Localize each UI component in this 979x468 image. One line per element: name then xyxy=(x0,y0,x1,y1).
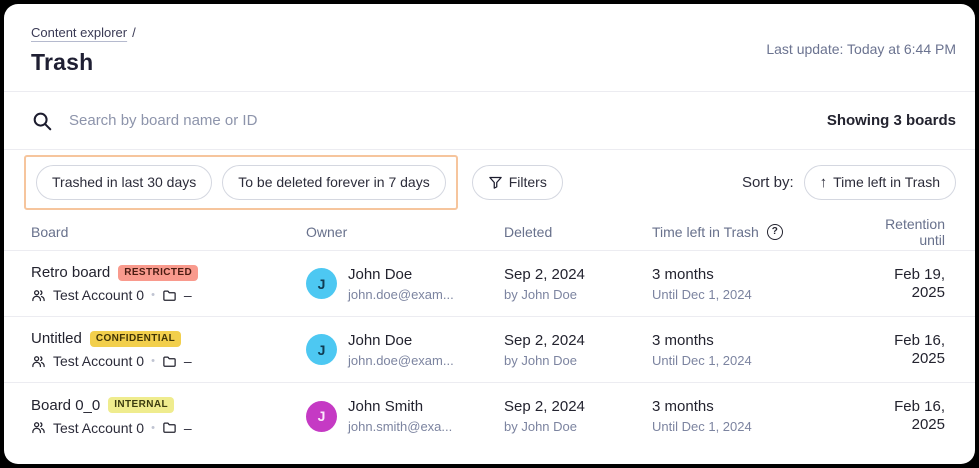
folder-icon xyxy=(163,356,176,367)
deleted-cell: Sep 2, 2024 by John Doe xyxy=(504,332,652,368)
retention-cell: Feb 16, 2025 xyxy=(864,332,975,368)
owner-email: john.doe@exam... xyxy=(348,352,454,368)
header-owner: Owner xyxy=(306,224,348,240)
retention-date: Feb 19, 2025 xyxy=(894,265,945,301)
classification-badge: CONFIDENTIAL xyxy=(89,330,182,347)
owner-cell: J John Doe john.doe@exam... xyxy=(306,266,504,302)
board-name[interactable]: Untitled xyxy=(31,330,82,347)
search-input[interactable] xyxy=(69,112,827,129)
sort-area: Sort by: ↑ Time left in Trash xyxy=(741,164,956,200)
search-icon xyxy=(33,112,52,130)
board-name[interactable]: Board 0_0 xyxy=(31,396,101,414)
breadcrumb-link-content-explorer[interactable]: Content explorer xyxy=(31,25,128,40)
filter-chip-trashed-30-days[interactable]: Trashed in last 30 days xyxy=(36,164,213,200)
retention-date: Feb 16, 2025 xyxy=(894,331,945,367)
avatar: J xyxy=(306,400,337,432)
avatar: J xyxy=(306,334,337,365)
time-left-value: 3 months xyxy=(652,331,714,349)
owner-name: John Doe xyxy=(348,331,413,349)
breadcrumb-separator: / xyxy=(132,25,136,40)
time-left-until: Until Dec 1, 2024 xyxy=(652,352,752,368)
deleted-date: Sep 2, 2024 xyxy=(504,398,585,415)
filters-button-label: Filters xyxy=(508,174,547,190)
retention-cell: Feb 16, 2025 xyxy=(864,398,975,434)
dot-separator: • xyxy=(151,421,155,434)
header-board: Board xyxy=(31,224,69,240)
deleted-cell: Sep 2, 2024 by John Doe xyxy=(504,266,652,302)
help-icon[interactable]: ? xyxy=(766,224,783,240)
breadcrumb: Content explorer / xyxy=(31,24,956,42)
deleted-by: by John Doe xyxy=(504,286,577,302)
retention-date: Feb 16, 2025 xyxy=(894,398,945,433)
time-left-until: Until Dec 1, 2024 xyxy=(652,286,752,302)
time-left-cell: 3 months Until Dec 1, 2024 xyxy=(652,398,864,434)
header-time-left: Time left in Trash ? xyxy=(652,224,864,240)
owner-cell: J John Doe john.doe@exam... xyxy=(306,332,504,368)
team-icon xyxy=(32,355,45,367)
owner-email: john.doe@exam... xyxy=(348,286,454,302)
funnel-icon xyxy=(488,176,502,189)
deleted-by: by John Doe xyxy=(504,419,577,434)
filter-chip-deleted-forever-7-days[interactable]: To be deleted forever in 7 days xyxy=(222,164,446,200)
table-row[interactable]: Untitled CONFIDENTIAL Test Account 0 • –… xyxy=(4,317,975,383)
team-icon xyxy=(32,289,45,301)
folder-icon xyxy=(163,422,176,433)
last-update-text: Last update: Today at 6:44 PM xyxy=(766,41,956,57)
table-header-row: Board Owner Deleted Time left in Trash ?… xyxy=(4,214,975,251)
sort-button[interactable]: ↑ Time left in Trash xyxy=(803,164,956,200)
sort-direction-arrow-icon: ↑ xyxy=(819,173,828,191)
board-cell: Board 0_0 INTERNAL Test Account 0 • – xyxy=(4,397,306,436)
owner-cell: J John Smith john.smith@exa... xyxy=(306,398,504,434)
showing-count: Showing 3 boards xyxy=(826,112,956,129)
team-name: Test Account 0 xyxy=(53,287,145,303)
header-retention: Retention until xyxy=(885,216,945,248)
time-left-cell: 3 months Until Dec 1, 2024 xyxy=(652,266,864,302)
sort-button-label: Time left in Trash xyxy=(833,174,940,190)
retention-cell: Feb 19, 2025 xyxy=(864,266,975,302)
time-left-value: 3 months xyxy=(652,265,714,283)
folder-icon xyxy=(163,290,176,301)
owner-name: John Smith xyxy=(348,398,424,415)
time-left-value: 3 months xyxy=(652,398,714,415)
project-value: – xyxy=(183,419,192,436)
time-left-until: Until Dec 1, 2024 xyxy=(652,419,752,434)
page-title: Trash xyxy=(31,49,94,75)
trash-table: Board Owner Deleted Time left in Trash ?… xyxy=(4,214,975,464)
header-deleted: Deleted xyxy=(504,224,553,240)
classification-badge: RESTRICTED xyxy=(118,264,199,281)
search-bar: Showing 3 boards xyxy=(4,92,975,150)
table-row[interactable]: Board 0_0 INTERNAL Test Account 0 • – J … xyxy=(4,383,975,449)
page-header: Content explorer / Trash Last update: Tod… xyxy=(4,4,975,92)
team-name: Test Account 0 xyxy=(53,353,145,369)
owner-name: John Doe xyxy=(348,265,413,283)
project-value: – xyxy=(183,353,192,369)
filters-button[interactable]: Filters xyxy=(471,164,563,200)
time-left-cell: 3 months Until Dec 1, 2024 xyxy=(652,332,864,368)
deleted-date: Sep 2, 2024 xyxy=(504,331,585,349)
classification-badge: INTERNAL xyxy=(108,397,174,413)
project-value: – xyxy=(183,287,192,303)
team-icon xyxy=(32,422,45,434)
board-name[interactable]: Retro board xyxy=(31,264,111,281)
table-row[interactable]: Retro board RESTRICTED Test Account 0 • … xyxy=(4,251,975,317)
board-cell: Untitled CONFIDENTIAL Test Account 0 • – xyxy=(4,330,306,369)
dot-separator: • xyxy=(151,355,155,367)
deleted-cell: Sep 2, 2024 by John Doe xyxy=(504,398,652,434)
board-cell: Retro board RESTRICTED Test Account 0 • … xyxy=(4,264,306,303)
header-time-left-label: Time left in Trash xyxy=(652,224,759,240)
trash-page: Content explorer / Trash Last update: Tod… xyxy=(4,4,975,464)
deleted-by: by John Doe xyxy=(504,352,577,368)
avatar: J xyxy=(306,268,337,299)
sort-by-label: Sort by: xyxy=(741,173,794,191)
filter-highlight-box: Trashed in last 30 days To be deleted fo… xyxy=(24,154,458,210)
deleted-date: Sep 2, 2024 xyxy=(504,265,585,283)
team-name: Test Account 0 xyxy=(53,419,145,436)
dot-separator: • xyxy=(151,289,155,301)
filter-toolbar: Trashed in last 30 days To be deleted fo… xyxy=(4,150,975,214)
owner-email: john.smith@exa... xyxy=(348,419,453,434)
